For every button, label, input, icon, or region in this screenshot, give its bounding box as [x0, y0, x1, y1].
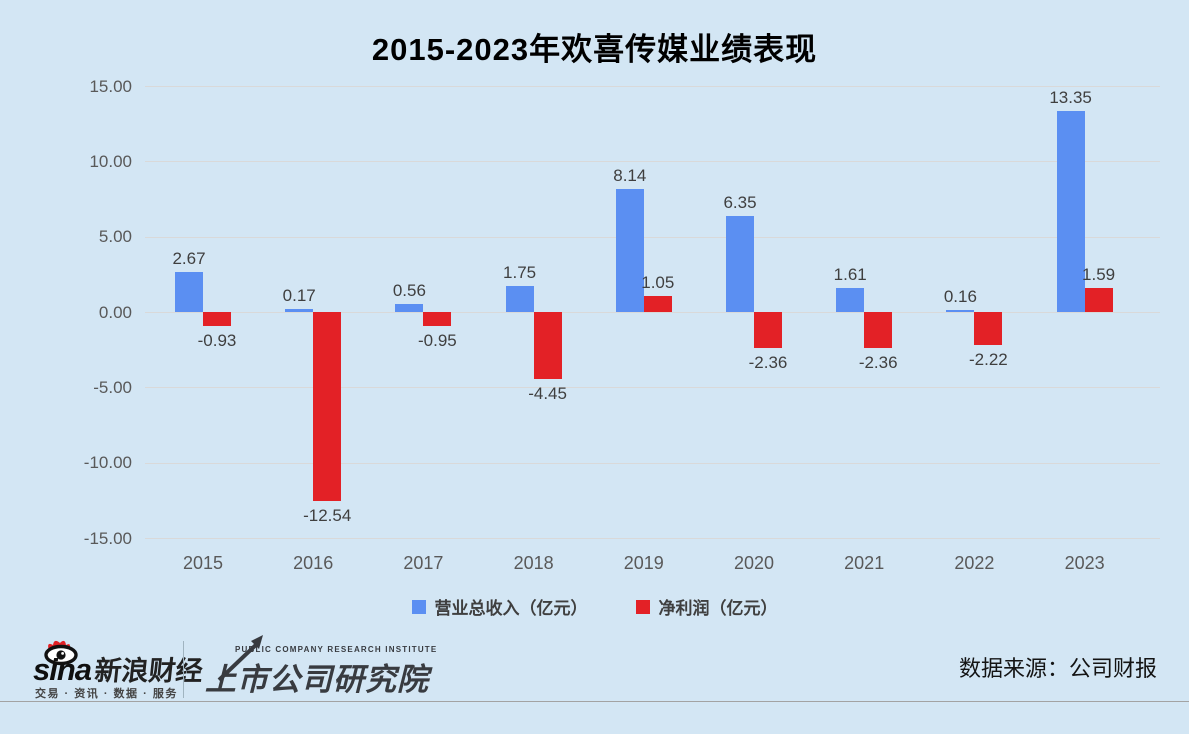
x-axis-tick-label: 2018 — [513, 553, 554, 573]
sina-tagline: 交易 · 资讯 · 数据 · 服务 — [35, 688, 178, 700]
bar-revenue-2019 — [615, 189, 644, 312]
bar-value-label: -12.54 — [303, 505, 352, 525]
x-axis-tick-label: 2023 — [1064, 553, 1105, 573]
x-axis-tick-label: 2021 — [844, 553, 885, 573]
bar-value-label: -4.45 — [528, 384, 567, 404]
gridline — [145, 236, 1160, 238]
bar-revenue-2021 — [836, 287, 865, 312]
bar-value-label: 13.35 — [1049, 87, 1092, 107]
y-axis-tick-label: -10.00 — [83, 453, 132, 473]
legend-label: 营业总收入（亿元） — [434, 599, 588, 618]
bar-revenue-2022 — [946, 309, 975, 312]
bar-revenue-2018 — [505, 285, 534, 312]
bar-value-label: -2.22 — [969, 350, 1008, 370]
x-axis-tick-label: 2019 — [623, 553, 664, 573]
data-source-text: 数据来源：公司财报 — [958, 656, 1157, 681]
bar-value-label: -2.36 — [858, 352, 898, 372]
x-axis-tick-label: 2015 — [182, 553, 224, 573]
bar-value-label: 8.14 — [613, 166, 647, 186]
gridline — [145, 538, 1160, 539]
institute-arrow-icon — [217, 635, 263, 682]
gridline — [145, 161, 1160, 163]
gridline — [145, 462, 1160, 464]
bar-revenue-2020 — [726, 216, 754, 312]
bar-revenue-2023 — [1056, 110, 1085, 312]
x-axis-tick-label: 2016 — [293, 553, 334, 573]
y-axis-tick-label: -5.00 — [93, 377, 132, 397]
sina-eye-icon — [44, 640, 78, 666]
bar-value-label: 1.59 — [1082, 265, 1116, 285]
legend-label: 净利润（亿元） — [658, 599, 778, 618]
sina-brand-text: sina — [33, 652, 92, 687]
y-axis-tick-label: 0.00 — [98, 302, 132, 322]
bar-profit-2020 — [754, 312, 782, 348]
bar-profit-2023 — [1084, 288, 1113, 312]
sina-finance-logo: sina 新浪财经 交易 · 资讯 · 数据 · 服务 — [33, 640, 204, 700]
x-axis-tick-label: 2017 — [403, 553, 444, 573]
sina-finance-name: 新浪财经 — [93, 656, 205, 686]
bar-profit-2022 — [974, 312, 1003, 346]
bar-value-label: 0.17 — [282, 286, 316, 306]
bar-value-label: 6.35 — [723, 193, 757, 213]
bar-profit-2015 — [203, 312, 231, 326]
y-axis-tick-label: 15.00 — [89, 76, 132, 96]
y-axis-tick-label: 5.00 — [98, 227, 132, 247]
gridline — [145, 387, 1160, 389]
bar-profit-2017 — [423, 312, 452, 327]
bar-profit-2019 — [643, 296, 672, 312]
legend-item: 营业总收入（亿元） — [411, 594, 588, 619]
bar-revenue-2015 — [175, 271, 203, 312]
institute-name-cn: 上市公司研究院 — [205, 662, 429, 697]
bar-value-label: -0.93 — [197, 331, 237, 350]
bar-value-label: 0.16 — [943, 286, 977, 306]
bar-value-label: 0.56 — [392, 280, 426, 300]
x-axis-tick-label: 2022 — [954, 553, 995, 573]
bar-value-label: 2.67 — [172, 248, 206, 268]
research-institute-logo: PUBLIC COMPANY RESEARCH INSTITUTE 上市公司研究… — [205, 635, 445, 698]
legend-swatch-icon — [635, 599, 650, 614]
footer-logo-divider — [183, 641, 184, 698]
legend: 营业总收入（亿元） 净利润（亿元） — [0, 594, 1189, 619]
legend-swatch-icon — [411, 599, 426, 614]
bar-value-label: 1.75 — [503, 262, 537, 282]
bar-value-label: -0.95 — [418, 331, 457, 351]
x-axis-tick-label: 2020 — [733, 553, 775, 573]
bar-value-label: 1.05 — [641, 273, 675, 293]
bar-profit-2018 — [533, 312, 562, 380]
bar-revenue-2016 — [285, 309, 314, 312]
bar-value-label: 1.61 — [833, 264, 867, 284]
legend-item: 净利润（亿元） — [635, 594, 778, 619]
bar-profit-2021 — [864, 312, 893, 348]
gridline — [145, 312, 1160, 313]
bar-revenue-2017 — [395, 303, 424, 312]
bar-value-label: -2.36 — [748, 352, 788, 372]
gridline — [145, 86, 1160, 87]
bar-profit-2016 — [313, 312, 342, 501]
chart-title: 2015-2023年欢喜传媒业绩表现 — [371, 32, 818, 67]
y-axis-tick-label: -15.00 — [83, 528, 132, 548]
y-axis-tick-label: 10.00 — [89, 151, 132, 171]
institute-name-en: PUBLIC COMPANY RESEARCH INSTITUTE — [235, 645, 438, 654]
footer-divider-line — [0, 701, 1189, 702]
